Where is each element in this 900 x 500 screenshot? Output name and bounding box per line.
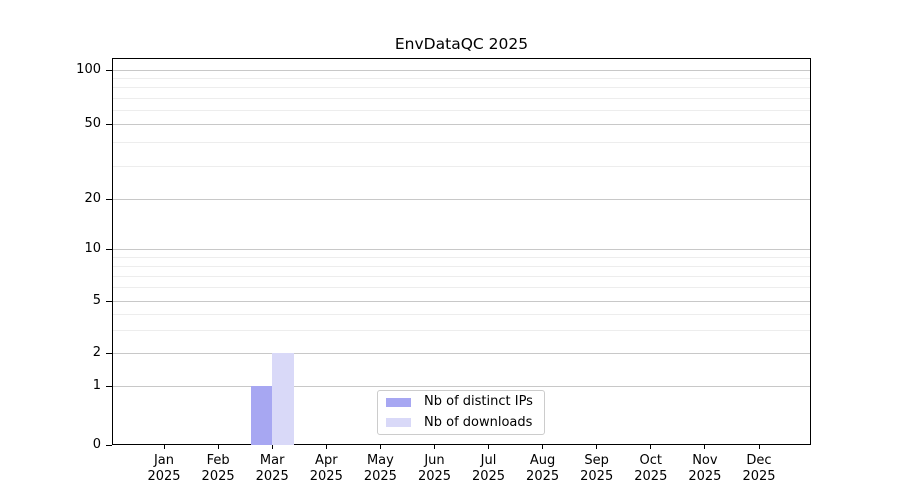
x-tick-label-oct: Oct 2025 <box>621 453 681 485</box>
x-tick-label-year: 2025 <box>742 469 776 484</box>
plot-area <box>112 58 811 445</box>
x-tick-mark-jun <box>434 445 435 449</box>
x-tick-label-apr: Apr 2025 <box>296 453 356 485</box>
x-tick-mark-oct <box>650 445 652 449</box>
y-gridline-minor-4 <box>113 313 810 315</box>
x-tick-mark-jul <box>488 445 489 449</box>
y-gridline-minor-8 <box>113 265 810 267</box>
x-tick-label-month: Feb <box>206 453 230 468</box>
x-tick-label-month: Jul <box>480 453 497 468</box>
x-tick-label-month: Jan <box>153 453 175 468</box>
x-tick-label-sep: Sep 2025 <box>567 453 627 485</box>
y-tick-label-2: 2 <box>92 345 101 360</box>
x-tick-label-year: 2025 <box>471 469 506 484</box>
y-tick-label-0: 0 <box>92 437 101 452</box>
x-tick-label-aug: Aug 2025 <box>513 453 573 485</box>
x-tick-label-jul: Jul 2025 <box>459 453 519 485</box>
y-tick-label-5: 5 <box>92 293 101 308</box>
chart-title: EnvDataQC 2025 <box>394 35 529 53</box>
y-tick-mark-20 <box>106 199 112 200</box>
legend-label-1: Nb of downloads <box>424 414 533 430</box>
y-gridline-minor-40 <box>113 142 810 144</box>
legend-row-0: Nb of distinct IPs <box>378 393 544 411</box>
x-tick-label-month: Nov <box>692 453 718 468</box>
y-gridline-minor-60 <box>113 109 810 111</box>
x-tick-label-month: Aug <box>529 453 556 468</box>
y-gridline-minor-30 <box>113 165 810 167</box>
x-tick-label-month: Sep <box>584 453 609 468</box>
x-tick-label-may: May 2025 <box>350 453 410 485</box>
bar-nb-of-distinct-ips-mar <box>250 386 273 445</box>
legend-row-1: Nb of downloads <box>378 414 544 432</box>
x-tick-label-month: Dec <box>746 453 772 468</box>
x-tick-label-year: 2025 <box>255 469 289 484</box>
y-tick-mark-0 <box>106 445 112 446</box>
y-tick-label-10: 10 <box>84 241 101 256</box>
x-tick-mark-apr <box>325 445 327 449</box>
x-tick-label-jun: Jun 2025 <box>405 453 465 485</box>
x-tick-label-year: 2025 <box>634 469 668 484</box>
x-tick-mark-dec <box>758 445 760 449</box>
y-tick-label-20: 20 <box>84 191 101 206</box>
y-gridline-minor-90 <box>113 78 810 80</box>
x-tick-label-mar: Mar 2025 <box>242 453 302 485</box>
y-gridline-minor-6 <box>113 287 810 289</box>
y-gridline-minor-70 <box>113 97 810 99</box>
legend-swatch-1 <box>386 418 411 428</box>
x-tick-mark-sep <box>596 445 598 449</box>
x-tick-label-dec: Dec 2025 <box>729 453 789 485</box>
x-tick-mark-aug <box>542 445 544 449</box>
y-tick-mark-5 <box>106 301 112 302</box>
y-gridline-minor-7 <box>113 275 810 277</box>
y-tick-mark-1 <box>106 386 112 387</box>
x-tick-label-jan: Jan 2025 <box>134 453 194 485</box>
x-tick-label-year: 2025 <box>201 469 235 484</box>
x-tick-label-month: Jun <box>424 453 445 468</box>
y-gridline-minor-3 <box>113 330 810 331</box>
legend: Nb of distinct IPs Nb of downloads <box>377 390 545 435</box>
x-tick-label-year: 2025 <box>309 469 343 484</box>
legend-label-0: Nb of distinct IPs <box>424 394 533 410</box>
y-tick-mark-2 <box>106 353 112 354</box>
x-tick-mark-jan <box>163 445 165 449</box>
y-tick-label-100: 100 <box>76 62 101 77</box>
x-tick-mark-may <box>379 445 381 449</box>
x-tick-label-year: 2025 <box>363 469 397 484</box>
x-tick-mark-nov <box>704 445 706 449</box>
x-tick-mark-feb <box>217 445 219 449</box>
x-tick-label-month: Mar <box>259 453 285 468</box>
y-gridline-major-10 <box>113 249 810 250</box>
y-gridline-major-100 <box>113 70 810 71</box>
y-gridline-minor-9 <box>113 256 810 258</box>
y-tick-mark-50 <box>106 124 112 125</box>
legend-swatch-0 <box>386 397 411 407</box>
y-tick-label-1: 1 <box>92 378 101 393</box>
x-tick-label-feb: Feb 2025 <box>188 453 248 485</box>
y-gridline-major-1 <box>113 386 810 387</box>
x-tick-label-month: May <box>366 453 394 468</box>
y-tick-mark-100 <box>106 70 112 71</box>
x-tick-label-year: 2025 <box>688 469 722 484</box>
y-gridline-major-5 <box>113 301 810 302</box>
x-tick-label-nov: Nov 2025 <box>675 453 735 485</box>
x-tick-label-month: Apr <box>315 453 338 468</box>
y-gridline-major-50 <box>113 124 810 125</box>
x-tick-label-year: 2025 <box>147 469 181 484</box>
y-gridline-minor-80 <box>113 87 810 89</box>
x-tick-label-month: Oct <box>639 453 663 468</box>
x-tick-label-year: 2025 <box>580 469 614 484</box>
y-gridline-major-2 <box>113 353 810 354</box>
x-tick-label-year: 2025 <box>417 469 452 484</box>
y-gridline-major-20 <box>113 199 810 200</box>
y-tick-mark-10 <box>106 249 112 250</box>
x-tick-mark-mar <box>271 445 273 449</box>
x-tick-label-year: 2025 <box>526 469 560 484</box>
y-tick-label-50: 50 <box>84 116 101 131</box>
bar-nb-of-downloads-mar <box>272 353 294 445</box>
